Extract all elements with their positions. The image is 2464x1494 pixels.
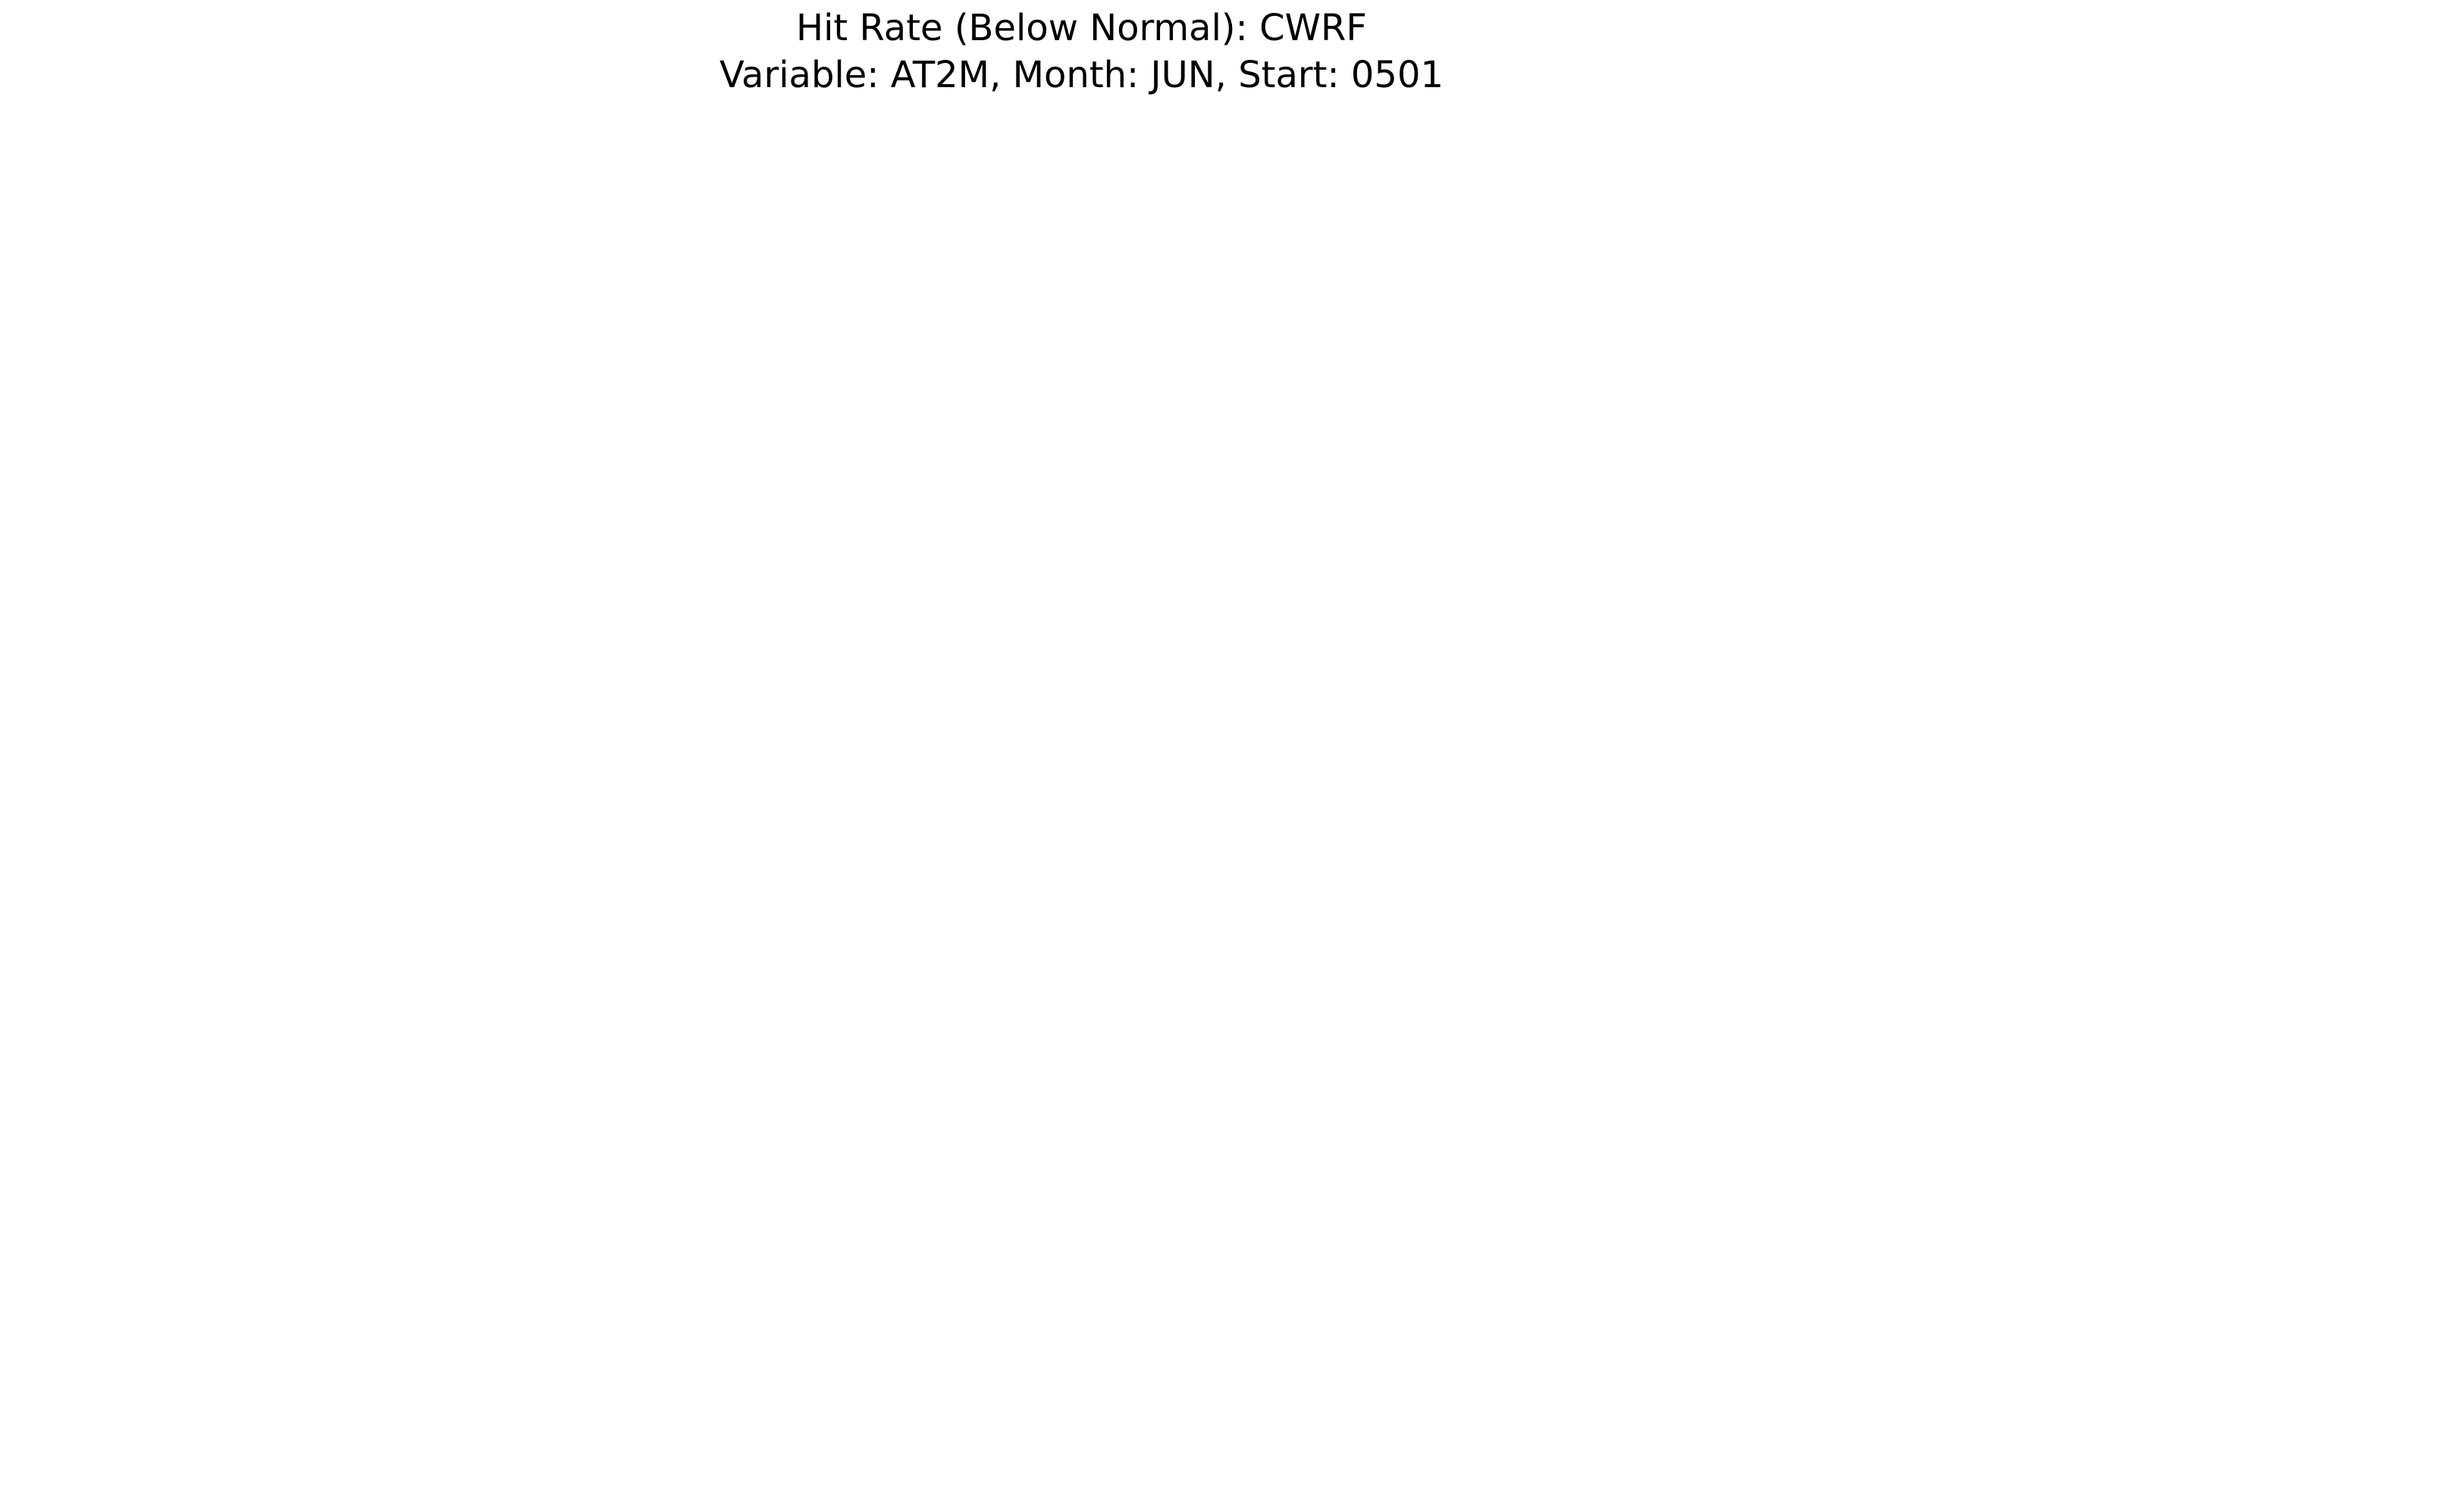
plot-title-line1: Hit Rate (Below Normal): CWRF [796,7,1367,49]
plot-title: Hit Rate (Below Normal): CWRF Variable: … [23,5,2140,99]
plot-title-line2: Variable: AT2M, Month: JUN, Start: 0501 [719,54,1444,96]
